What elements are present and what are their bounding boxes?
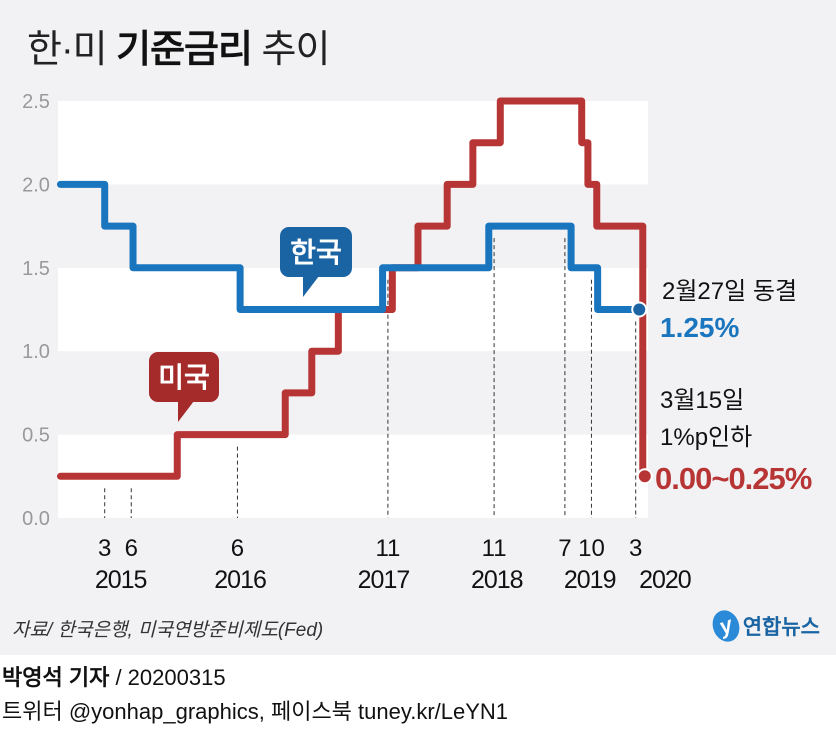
x-year-label: 2019 [564, 566, 616, 594]
x-year-label: 2017 [358, 566, 410, 594]
y-tick-label: 2.0 [22, 174, 50, 196]
x-tick-month-label: 6 [231, 535, 244, 562]
korea-bubble [280, 227, 352, 277]
x-tick-month-label: 11 [482, 535, 507, 562]
x-tick-month-label: 3 [98, 535, 111, 562]
x-year-label: 2018 [471, 566, 523, 594]
x-year-label: 2015 [95, 566, 147, 594]
series-line-us [56, 97, 647, 480]
series-line-korea [56, 180, 643, 313]
y-tick-label: 1.0 [22, 341, 50, 363]
y-tick-label: 2.5 [22, 91, 50, 113]
x-tick-month-label: 6 [125, 535, 138, 562]
y-tick-label: 0.0 [22, 508, 50, 530]
us-annotation-value: 0.00~0.25% [655, 461, 812, 496]
korea-annotation-date: 2월27일 동결 [662, 278, 797, 305]
us-label: 미국 [158, 361, 210, 394]
korea-annotation-value: 1.25% [660, 312, 739, 343]
x-tick-month-label: 7 [558, 535, 571, 562]
us-bubble [149, 352, 219, 402]
x-tick-month-label: 11 [375, 535, 400, 562]
us-annotation-date: 3월15일 [660, 387, 744, 414]
title-prefix: 한·미 [27, 29, 117, 71]
us-bubble-tail [178, 401, 194, 422]
us-annotation-change: 1%p인하 [660, 424, 752, 451]
author: 박영석 기자 [2, 665, 110, 690]
source-note: 자료/ 한국은행, 미국연방준비제도(Fed) [12, 620, 324, 641]
title-bold: 기준금리 [116, 29, 253, 71]
y-tick-label: 1.5 [22, 258, 50, 280]
chart-area: 한·미 기준금리 추이 0.0 0.5 1.0 1.5 2.0 2.5 3 6 6 11 11 7 10… [0, 0, 836, 655]
yonhap-logo: y 연합뉴스 [708, 606, 820, 646]
korea-bubble-tail [303, 276, 319, 297]
x-year-label: 2020 [639, 566, 691, 594]
logo-text: 연합뉴스 [742, 616, 820, 639]
us-end-dot [636, 468, 653, 485]
korea-end-dot [631, 301, 648, 318]
korea-label: 한국 [290, 236, 342, 269]
x-year-label: 2016 [214, 566, 266, 594]
title-suffix: 추이 [251, 29, 331, 71]
credit-date: 20200315 [127, 665, 226, 690]
x-tick-month-label: 3 [629, 535, 642, 562]
credit-sep: / [109, 665, 128, 690]
logo-mark-icon: y [708, 606, 744, 646]
credit-author: 박영석 기자 / 20200315 [2, 660, 226, 692]
grid-band [58, 101, 648, 185]
grid-band [58, 351, 648, 435]
chart-title: 한·미 기준금리 추이 [27, 18, 331, 73]
y-tick-label: 0.5 [22, 425, 50, 447]
x-tick-month-label: 10 [578, 535, 605, 562]
credit-social: 트위터 @yonhap_graphics, 페이스북 tuney.kr/LeYN… [2, 699, 509, 724]
